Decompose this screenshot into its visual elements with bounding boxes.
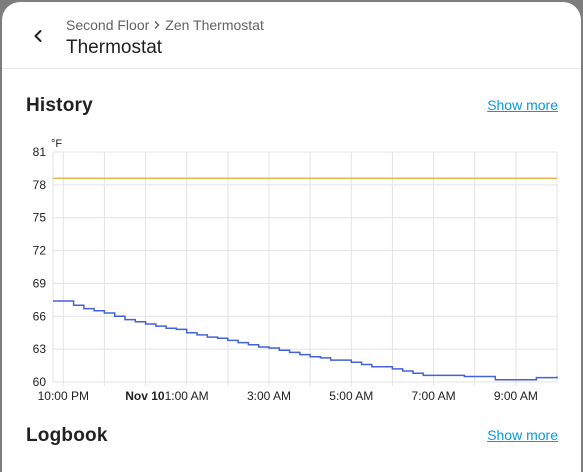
y-tick-label: 72 — [33, 244, 47, 258]
history-show-more-link[interactable]: Show more — [487, 97, 558, 113]
dialog-header: Second Floor Zen Thermostat Thermostat — [2, 2, 581, 68]
x-tick-label: 10:00 PM — [38, 389, 89, 403]
x-tick-label: 5:00 AM — [329, 389, 373, 403]
back-button[interactable] — [22, 20, 54, 52]
y-unit-label: °F — [51, 138, 62, 150]
y-tick-label: 81 — [33, 145, 47, 159]
chevron-right-icon — [153, 20, 161, 30]
current-series-line[interactable] — [53, 300, 558, 381]
x-tick-label: 1:00 AM — [165, 389, 209, 403]
y-tick-label: 60 — [33, 375, 47, 389]
chart-axes: 60 63 66 69 72 75 78 81 °F 10:00 PM Nov 10 1:00 AM 3… — [33, 138, 538, 403]
x-tick-label: 9:00 AM — [494, 389, 538, 403]
chevron-left-icon — [34, 30, 42, 42]
logbook-heading: Logbook — [26, 425, 108, 446]
breadcrumb-area[interactable]: Second Floor — [66, 17, 150, 33]
chart-grid — [52, 151, 558, 386]
x-tick-label: 7:00 AM — [412, 389, 456, 403]
breadcrumb: Second Floor Zen Thermostat — [66, 17, 264, 33]
y-tick-label: 66 — [33, 309, 47, 323]
chart-series — [53, 177, 558, 381]
breadcrumb-device[interactable]: Zen Thermostat — [165, 17, 264, 33]
page-title: Thermostat — [66, 37, 163, 58]
header-divider — [2, 68, 581, 69]
y-tick-label: 63 — [33, 342, 47, 356]
logbook-show-more-link[interactable]: Show more — [487, 427, 558, 443]
y-tick-label: 75 — [33, 211, 47, 225]
x-tick-label: 3:00 AM — [247, 389, 291, 403]
x-tick-label: Nov 10 — [125, 389, 165, 403]
history-heading: History — [26, 95, 93, 116]
y-tick-label: 69 — [33, 276, 47, 290]
y-tick-label: 78 — [33, 178, 47, 192]
